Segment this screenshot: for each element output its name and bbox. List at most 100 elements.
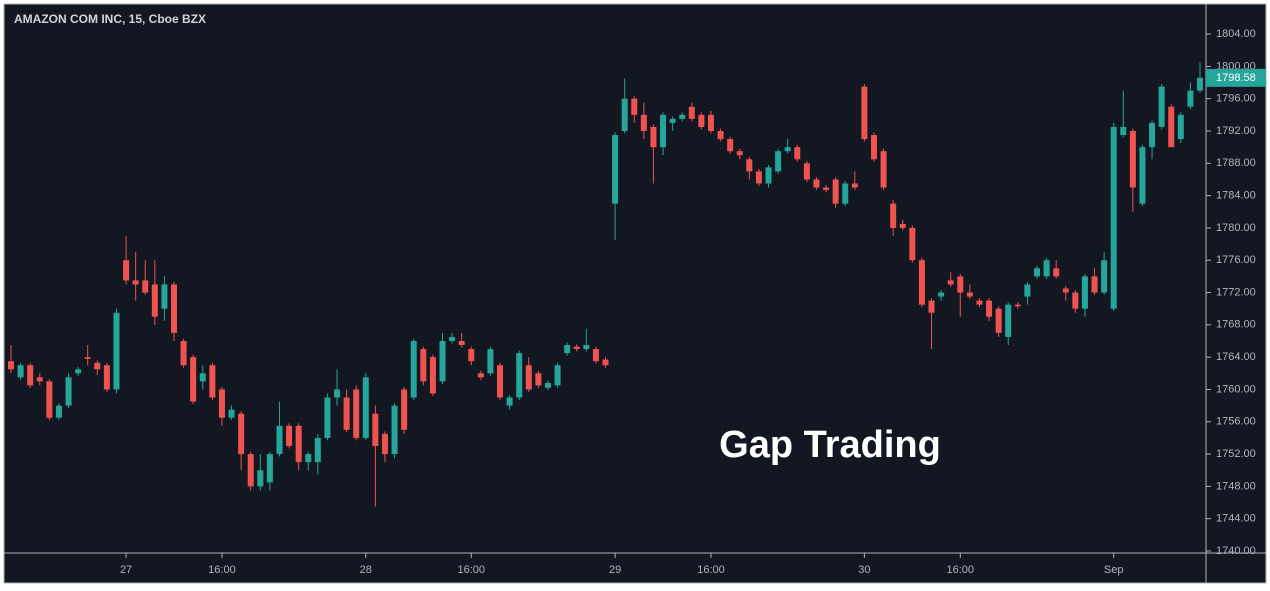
chart-title: AMAZON COM INC, 15, Cboe BZX bbox=[14, 12, 206, 26]
candle-body bbox=[1043, 260, 1050, 277]
candle-body bbox=[727, 139, 734, 152]
candle-body bbox=[151, 284, 158, 317]
x-tick-label: 29 bbox=[609, 564, 621, 576]
candle-body bbox=[880, 151, 887, 188]
candle-body bbox=[938, 292, 945, 297]
candle-body bbox=[1072, 292, 1079, 309]
candle-body bbox=[439, 340, 446, 382]
candle-body bbox=[870, 135, 877, 160]
candle-body bbox=[161, 284, 168, 309]
candle-body bbox=[324, 397, 331, 438]
candle-body bbox=[362, 377, 369, 438]
candle-body bbox=[525, 365, 532, 390]
candle-body bbox=[1101, 260, 1108, 293]
candle-body bbox=[1168, 106, 1175, 148]
y-tick-label: 1784.00 bbox=[1216, 190, 1256, 202]
y-tick-label: 1744.00 bbox=[1216, 513, 1256, 525]
candle-body bbox=[803, 163, 810, 180]
last-price-tag bbox=[1206, 68, 1266, 87]
candle-body bbox=[372, 413, 379, 446]
candle-body bbox=[544, 382, 551, 388]
x-tick-label: 16:00 bbox=[208, 564, 236, 576]
candle-body bbox=[516, 353, 523, 398]
candle-body bbox=[650, 126, 657, 148]
candle-body bbox=[660, 114, 667, 148]
candle-body bbox=[947, 280, 954, 285]
candle-body bbox=[497, 365, 504, 398]
candle-body bbox=[218, 389, 225, 418]
candle-body bbox=[698, 114, 705, 127]
candle-body bbox=[171, 284, 178, 333]
candle-body bbox=[123, 260, 130, 281]
candle-body bbox=[228, 409, 235, 418]
y-tick-label: 1748.00 bbox=[1216, 480, 1256, 492]
candle-body bbox=[928, 300, 935, 313]
candle-body bbox=[986, 300, 993, 317]
last-price-label: 1798.58 bbox=[1216, 72, 1256, 84]
candle-body bbox=[180, 340, 187, 366]
candle-body bbox=[506, 397, 513, 406]
candle-body bbox=[142, 280, 149, 293]
candle-body bbox=[381, 433, 388, 455]
candle-body bbox=[707, 114, 714, 131]
candle-body bbox=[784, 147, 791, 152]
candle-body bbox=[353, 389, 360, 438]
candle-body bbox=[8, 361, 14, 370]
candle-body bbox=[621, 98, 628, 131]
candle-body bbox=[1014, 304, 1021, 307]
candle-body bbox=[861, 86, 868, 140]
candle-body bbox=[564, 345, 571, 354]
candle-body bbox=[334, 389, 341, 398]
candle-body bbox=[1081, 276, 1088, 309]
candle-body bbox=[765, 167, 772, 184]
candle-body bbox=[832, 179, 839, 204]
y-tick-label: 1756.00 bbox=[1216, 416, 1256, 428]
x-tick-label: Sep bbox=[1104, 564, 1124, 576]
candle-body bbox=[957, 276, 964, 293]
candle-body bbox=[794, 147, 801, 160]
x-tick-label: 16:00 bbox=[947, 564, 975, 576]
x-tick-label: 16:00 bbox=[457, 564, 485, 576]
candle-body bbox=[583, 345, 590, 350]
candle-body bbox=[1158, 86, 1165, 127]
candle-body bbox=[899, 223, 906, 228]
candle-body bbox=[410, 340, 417, 398]
candle-body bbox=[602, 359, 609, 366]
y-tick-label: 1796.00 bbox=[1216, 93, 1256, 105]
y-tick-label: 1760.00 bbox=[1216, 383, 1256, 395]
candle-body bbox=[458, 340, 465, 346]
candle-body bbox=[103, 365, 110, 390]
candle-body bbox=[554, 365, 561, 386]
candle-body bbox=[27, 365, 34, 386]
y-tick-label: 1804.00 bbox=[1216, 28, 1256, 40]
y-tick-label: 1740.00 bbox=[1216, 545, 1256, 557]
candle-body bbox=[813, 179, 820, 188]
candle-body bbox=[113, 312, 120, 390]
candle-body bbox=[420, 349, 427, 382]
candle-body bbox=[276, 425, 283, 455]
y-tick-label: 1776.00 bbox=[1216, 254, 1256, 266]
candle-body bbox=[55, 405, 62, 418]
x-tick-label: 27 bbox=[120, 564, 132, 576]
candle-body bbox=[266, 454, 273, 483]
candle-body bbox=[1110, 126, 1117, 309]
candle-body bbox=[736, 151, 743, 156]
candle-body bbox=[1120, 126, 1127, 136]
candle-body bbox=[209, 365, 216, 398]
candle-body bbox=[1129, 130, 1136, 188]
candle-body bbox=[1187, 90, 1194, 107]
candle-body bbox=[305, 454, 312, 463]
candle-body bbox=[976, 300, 983, 305]
candle-body bbox=[717, 130, 724, 140]
y-tick-label: 1788.00 bbox=[1216, 157, 1256, 169]
candle-body bbox=[1024, 284, 1031, 297]
candle-body bbox=[238, 413, 245, 455]
candle-body bbox=[746, 159, 753, 172]
candle-body bbox=[190, 357, 197, 402]
candle-body bbox=[1005, 304, 1012, 337]
candle-body bbox=[755, 171, 762, 184]
candle-body bbox=[487, 349, 494, 374]
candle-body bbox=[75, 369, 82, 374]
candle-body bbox=[17, 365, 24, 378]
